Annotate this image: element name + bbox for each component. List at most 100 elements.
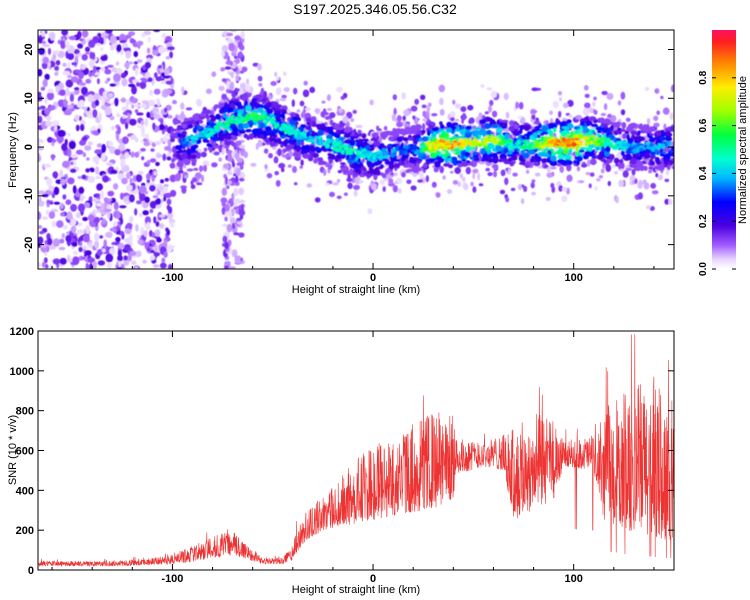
spectrogram-cell: [44, 107, 51, 115]
spectrogram-cell: [654, 88, 660, 94]
spectrogram-cell: [547, 140, 554, 145]
spectrogram-cell: [187, 142, 192, 146]
spectrogram-cell: [224, 261, 229, 266]
spectrogram-cell: [239, 82, 246, 90]
spectrogram-cell: [322, 110, 326, 118]
spectrogram-cell: [352, 109, 357, 114]
spectrogram-cell: [510, 187, 516, 192]
spectrogram-cell: [88, 242, 93, 249]
spectrogram-cell: [246, 114, 251, 117]
spectrogram-cell: [139, 193, 146, 202]
spectrogram-cell: [65, 199, 72, 205]
spectrogram-cell: [448, 164, 453, 169]
spectrogram-cell: [199, 113, 207, 117]
spectrogram-cell: [136, 124, 144, 129]
spectrogram-cell: [163, 251, 168, 258]
spectrogram-cell: [216, 122, 222, 126]
spectrogram-cell: [265, 138, 269, 143]
spectrogram-cell: [153, 113, 161, 120]
spectrogram-cell: [236, 220, 243, 225]
spectrogram-cell: [97, 260, 106, 266]
spectrogram-cell: [228, 107, 234, 113]
spectrogram-cell: [240, 116, 244, 120]
spectrogram-cell: [586, 159, 591, 167]
spectrogram-cell: [275, 117, 282, 123]
spectrogram-cell: [137, 59, 143, 63]
spectrogram-cell: [496, 151, 502, 155]
spectrogram-cell: [81, 174, 87, 180]
spectrogram-cell: [163, 239, 168, 248]
spectrogram-cell: [620, 141, 626, 145]
spectrogram-cell: [269, 141, 276, 147]
spectrogram-cell: [335, 129, 341, 134]
spectrogram-cell: [306, 139, 310, 142]
spectrogram-cell: [530, 109, 538, 114]
spectrogram-cell: [512, 153, 517, 160]
spectrogram-cell: [590, 123, 599, 128]
spectrogram-cell: [369, 170, 375, 175]
spectrogram-cell: [517, 140, 521, 145]
spectrogram-cell: [160, 179, 164, 184]
spectrogram-cell: [235, 175, 239, 184]
spectrogram-cell: [226, 149, 233, 154]
spectrogram-cell: [556, 139, 561, 143]
spectrogram-cell: [57, 39, 62, 45]
spectrogram-cell: [155, 221, 160, 227]
spectrogram-cell: [206, 143, 212, 147]
spectrogram-cell: [174, 145, 183, 150]
spectrogram-cell: [592, 101, 596, 107]
spectrogram-cell: [305, 144, 310, 151]
spectrogram-cell: [355, 124, 363, 129]
spectrogram-cell: [439, 121, 443, 126]
spectrogram-cell: [397, 188, 402, 194]
spectrogram-cell: [235, 140, 242, 146]
spectrogram-cell: [71, 241, 78, 247]
spectrogram-cell: [61, 143, 68, 152]
spectrogram-cell: [238, 205, 242, 211]
spectrogram-cell: [480, 148, 487, 155]
spectrogram-cell: [649, 161, 655, 166]
spectrogram-cell: [291, 99, 295, 107]
spectrogram-cell: [133, 51, 139, 58]
spectrogram-cell: [59, 238, 65, 244]
spectrogram-cell: [149, 200, 158, 209]
spectrogram-cell: [167, 114, 173, 119]
y-tick-label: 1200: [10, 326, 34, 338]
spectrogram-cell: [67, 61, 71, 70]
spectrogram-cell: [81, 30, 89, 38]
spectrogram-cell: [165, 227, 169, 233]
spectrogram-cell: [495, 141, 499, 144]
spectrogram-cell: [390, 172, 394, 176]
spectrogram-cell: [235, 58, 240, 64]
spectrogram-cell: [561, 195, 568, 202]
spectrogram-cell: [631, 168, 636, 176]
y-tick-label: 400: [16, 485, 34, 497]
spectrogram-cell: [335, 147, 340, 153]
spectrogram-cell: [579, 146, 586, 150]
spectrogram-cell: [230, 136, 238, 141]
spectrogram-cell: [560, 131, 568, 137]
spectrogram-cell: [180, 102, 185, 110]
spectrogram-cell: [286, 108, 291, 114]
spectrogram-cell: [393, 107, 397, 116]
spectrogram-cell: [630, 130, 637, 135]
spectrogram-cell: [618, 133, 623, 140]
spectrogram-cell: [228, 43, 235, 52]
spectrogram-cell: [531, 179, 536, 183]
spectrogram-cell: [558, 110, 562, 118]
snr-y-axis-label: SNR (10 * v/v): [7, 415, 19, 485]
colorbar-label: Normalized spectral amplitude: [737, 76, 749, 224]
spectrogram-cell: [177, 149, 184, 154]
spectrogram-cell: [501, 158, 509, 162]
spectrogram-cell: [233, 173, 237, 177]
spectrogram-cell: [531, 87, 538, 92]
spectrogram-cell: [82, 152, 87, 158]
spectrogram-cell: [660, 136, 666, 142]
spectrogram-cell: [186, 153, 191, 160]
spectrogram-cell: [664, 178, 670, 183]
spectrogram-cell: [516, 148, 521, 152]
x-tick-label: 0: [370, 573, 376, 585]
spectrogram-cell: [110, 169, 118, 174]
spectrogram-cell: [617, 143, 623, 149]
spectrogram-cell: [96, 183, 103, 191]
